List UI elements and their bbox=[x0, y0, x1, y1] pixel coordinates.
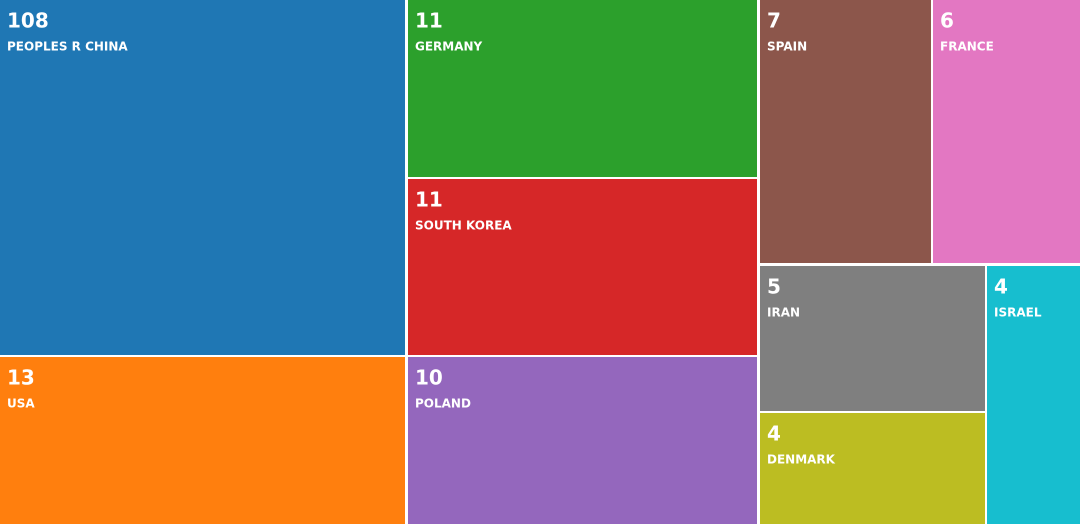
tile-label: POLAND bbox=[415, 397, 471, 411]
tile bbox=[760, 0, 931, 263]
tile bbox=[987, 266, 1080, 524]
tile bbox=[933, 0, 1080, 263]
tile-label: USA bbox=[7, 397, 35, 411]
tile-value: 4 bbox=[994, 275, 1008, 299]
tile bbox=[760, 413, 985, 524]
tile-value: 11 bbox=[415, 9, 443, 33]
tile-label: IRAN bbox=[767, 306, 800, 320]
tile-label: SPAIN bbox=[767, 40, 807, 54]
tile-value: 4 bbox=[767, 422, 781, 446]
tile-value: 108 bbox=[7, 9, 49, 33]
tile-label: PEOPLES R CHINA bbox=[7, 40, 128, 54]
tile bbox=[408, 179, 757, 355]
tile bbox=[760, 266, 985, 411]
tile bbox=[0, 357, 405, 524]
tile bbox=[0, 0, 405, 355]
tile-value: 6 bbox=[940, 9, 954, 33]
tile-value: 5 bbox=[767, 275, 781, 299]
tile bbox=[408, 357, 757, 524]
tile-label: GERMANY bbox=[415, 40, 483, 54]
tile-label: SOUTH KOREA bbox=[415, 219, 512, 233]
tile-label: FRANCE bbox=[940, 40, 994, 54]
tile-value: 7 bbox=[767, 9, 781, 33]
tile-label: ISRAEL bbox=[994, 306, 1042, 320]
tile-value: 11 bbox=[415, 188, 443, 212]
tile-label: DENMARK bbox=[767, 453, 836, 467]
tile bbox=[408, 0, 757, 177]
tile-value: 10 bbox=[415, 366, 443, 390]
tile-value: 13 bbox=[7, 366, 35, 390]
